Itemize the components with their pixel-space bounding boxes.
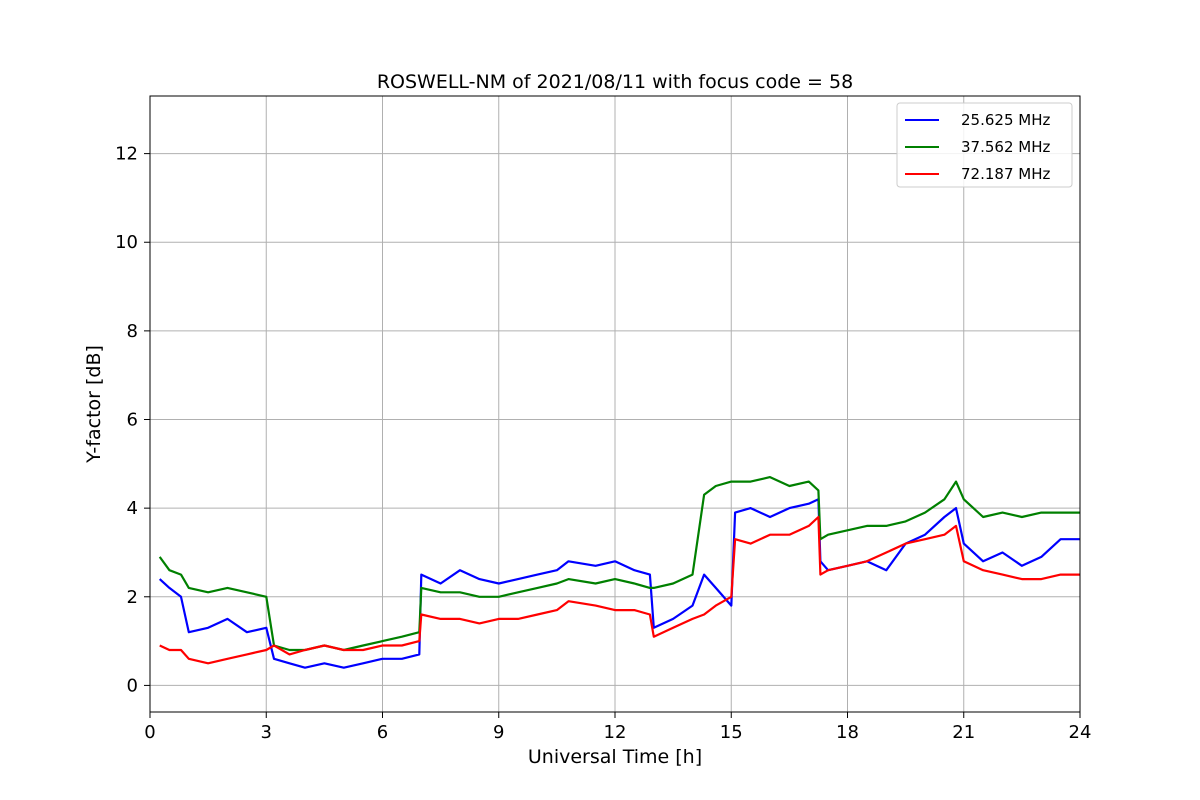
x-tick-label: 21 (952, 722, 975, 743)
x-tick-label: 24 (1069, 722, 1092, 743)
series-line-3 (159, 515, 1080, 665)
y-tick-label: 8 (127, 321, 138, 342)
x-tick-label: 6 (377, 722, 388, 743)
y-tick-label: 12 (115, 144, 138, 165)
chart-title: ROSWELL-NM of 2021/08/11 with focus code… (377, 71, 853, 93)
x-tick-label: 9 (493, 722, 504, 743)
y-axis-label: Y-factor [dB] (83, 345, 105, 464)
x-tick-label: 3 (261, 722, 272, 743)
x-tick-label: 0 (144, 722, 155, 743)
series-line-2 (158, 476, 1080, 652)
legend: 25.625 MHz 37.562 MHz 72.187 MHz (896, 102, 1073, 188)
x-tick-label: 18 (836, 722, 859, 743)
legend-label: 25.625 MHz (961, 111, 1050, 129)
x-axis-label: Universal Time [h] (528, 746, 702, 768)
series-line-1 (158, 498, 1080, 669)
plot-area (158, 476, 1080, 669)
y-tick-label: 2 (127, 587, 138, 608)
y-tick-label: 4 (127, 498, 138, 519)
x-tick-label: 12 (604, 722, 627, 743)
legend-box (896, 102, 1073, 188)
legend-label: 72.187 MHz (961, 165, 1050, 183)
legend-label: 37.562 MHz (961, 138, 1050, 156)
series-layer (158, 476, 1080, 669)
x-tick-label: 15 (720, 722, 743, 743)
y-tick-label: 6 (127, 410, 138, 431)
y-tick-label: 10 (115, 232, 138, 253)
y-tick-label: 0 (127, 675, 138, 696)
